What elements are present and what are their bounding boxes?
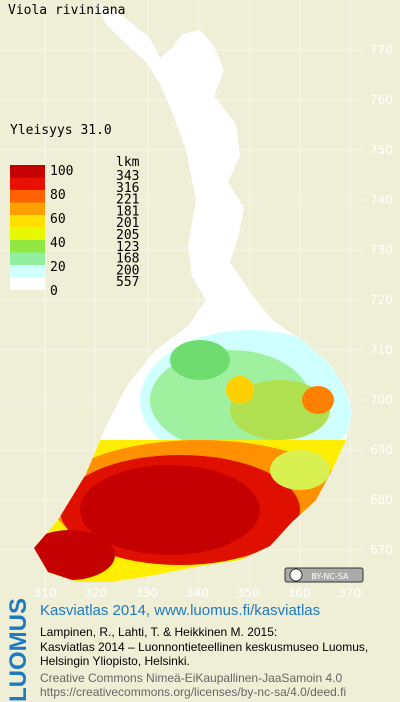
y-label: 690 xyxy=(370,443,393,457)
y-label: 710 xyxy=(370,343,393,357)
citation-line: Lampinen, R., Lahti, T. & Heikkinen M. 2… xyxy=(40,625,277,639)
count-label: 123 xyxy=(116,240,139,255)
count-label: 316 xyxy=(116,181,139,196)
frequency: Yleisyys 31.0 xyxy=(10,123,112,138)
scale-label: 20 xyxy=(50,260,66,275)
link[interactable]: Kasviatlas 2014, www.luomus.fi/kasviatla… xyxy=(40,602,320,619)
count-label: 181 xyxy=(116,204,139,219)
count-label: 200 xyxy=(116,263,139,278)
y-label: 740 xyxy=(370,193,393,207)
y-label: 760 xyxy=(370,93,393,107)
scale-label: 80 xyxy=(50,188,66,203)
scale-label: 60 xyxy=(50,212,66,227)
scale-label: 0 xyxy=(50,284,58,299)
species-title: Viola riviniana xyxy=(8,3,125,18)
count-header: lkm xyxy=(116,155,140,170)
y-label: 750 xyxy=(370,143,393,157)
count-label: 168 xyxy=(116,252,139,267)
y-label: 730 xyxy=(370,243,393,257)
x-label: 360 xyxy=(288,586,311,600)
count-label: 343 xyxy=(116,169,139,184)
count-label: 221 xyxy=(116,193,139,208)
y-label: 680 xyxy=(370,493,393,507)
x-label: 370 xyxy=(338,586,361,600)
license-line: Creative Commons Nimeä-EiKaupallinen-Jaa… xyxy=(40,671,342,685)
legend xyxy=(10,165,45,290)
x-label: 330 xyxy=(135,586,158,600)
y-label: 770 xyxy=(370,43,393,57)
y-label: 700 xyxy=(370,393,393,407)
count-label: 201 xyxy=(116,216,139,231)
labels: 1008060402003433162211812012051231682005… xyxy=(34,43,393,600)
count-label: 557 xyxy=(116,275,139,290)
citation-line: Kasviatlas 2014 – Luonnontieteellinen ke… xyxy=(40,640,368,654)
cc-badge: BY-NC-SA xyxy=(284,567,364,583)
x-label: 350 xyxy=(237,586,260,600)
x-label: 320 xyxy=(84,586,107,600)
license-badge: BY-NC-SA xyxy=(311,572,349,581)
scale-label: 40 xyxy=(50,236,66,251)
license-line: https://creativecommons.org/licenses/by-… xyxy=(40,685,346,699)
logo: LUOMUS xyxy=(5,598,32,702)
y-label: 670 xyxy=(370,543,393,557)
count-label: 205 xyxy=(116,228,139,243)
x-label: 310 xyxy=(34,586,57,600)
citation-line: Helsingin Yliopisto, Helsinki. xyxy=(40,654,190,668)
scale-label: 100 xyxy=(50,164,73,179)
x-label: 340 xyxy=(186,586,209,600)
y-label: 720 xyxy=(370,293,393,307)
